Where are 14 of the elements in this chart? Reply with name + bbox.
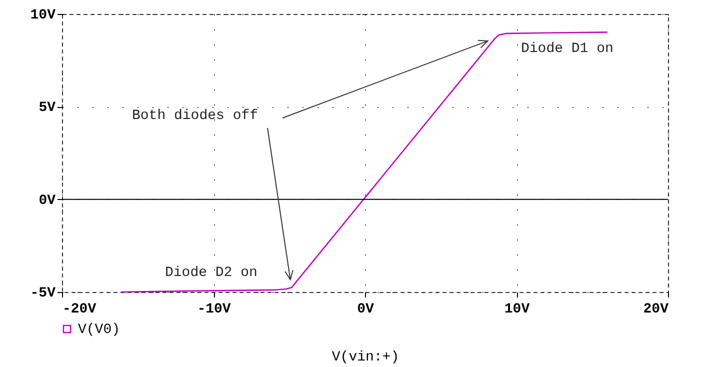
x-tick-label: 10V [504, 302, 530, 318]
annotation: Both diodes off [132, 108, 258, 124]
y-tick-label: 5V [38, 100, 56, 116]
x-tick-label: -20V [62, 302, 97, 318]
x-tick-label: 0V [357, 302, 374, 318]
annotation: Diode D1 on [521, 41, 614, 57]
legend-label: V(V0) [78, 322, 120, 338]
y-tick-label: 10V [30, 8, 56, 24]
y-tick-label: 0V [38, 192, 56, 209]
annotation: Diode D2 on [165, 265, 258, 281]
x-tick-label: 20V [643, 302, 670, 318]
y-tick-label: -5V [30, 286, 56, 302]
x-tick-label: -10V [197, 302, 232, 318]
x-axis-title: V(vin:+) [332, 350, 400, 366]
